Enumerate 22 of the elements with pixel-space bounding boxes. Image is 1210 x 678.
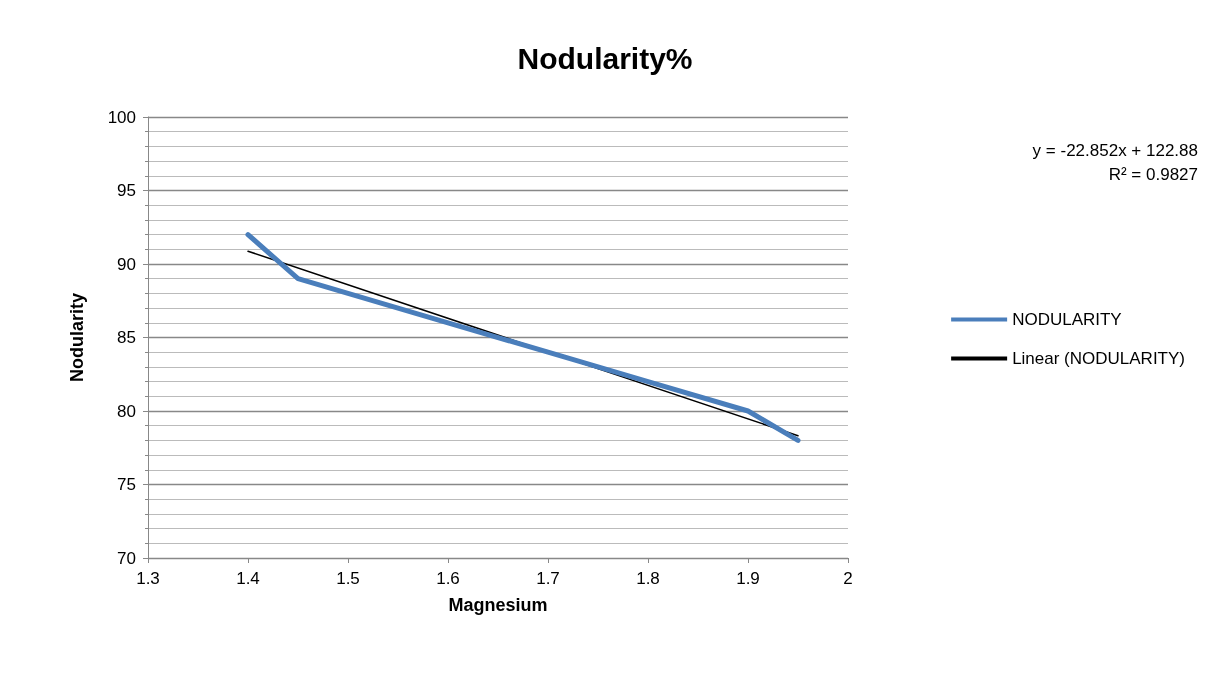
y-tick-label: 95: [117, 181, 136, 200]
chart-title: Nodularity%: [517, 41, 693, 75]
y-tick-label: 75: [117, 475, 136, 494]
x-tick-label: 1.8: [636, 569, 660, 588]
x-tick-label: 1.3: [136, 569, 160, 588]
x-tick-label: 1.9: [736, 569, 760, 588]
text: R² = 0.9827: [1108, 165, 1198, 184]
x-tick-label: 2: [843, 569, 853, 588]
y-tick-label: 80: [117, 401, 136, 421]
x-axis-title: Magnesium: [448, 595, 548, 615]
y-tick-label: 85: [117, 328, 136, 347]
y-tick-label: 70: [117, 548, 136, 568]
y-tick-label: 90: [117, 254, 136, 274]
y-tick-label: 100: [107, 107, 136, 127]
text: y = -22.852x + 122.88: [1032, 141, 1198, 160]
legend-label: Linear (NODULARITY): [1012, 349, 1185, 368]
legend-label: NODULARITY: [1012, 310, 1122, 329]
x-tick-label: 1.4: [236, 569, 260, 588]
y-axis-title: Nodularity: [67, 292, 87, 383]
x-tick-label: 1.7: [536, 569, 560, 588]
x-tick-label: 1.5: [336, 569, 360, 588]
x-tick-label: 1.6: [436, 569, 460, 588]
